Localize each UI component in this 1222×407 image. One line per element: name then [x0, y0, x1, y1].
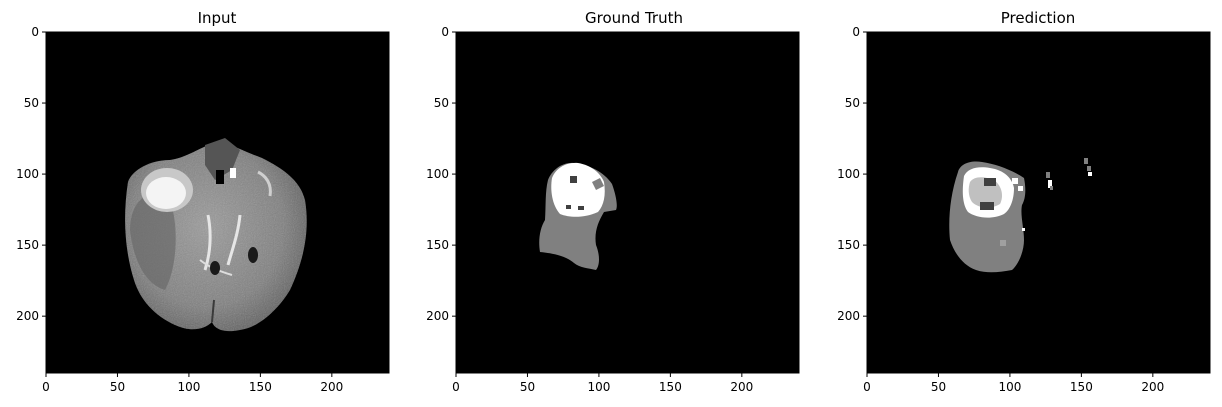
y-tick-label-prediction: 200	[837, 309, 860, 323]
x-tick-label-ground-truth: 150	[659, 380, 682, 394]
y-tick-label-ground-truth: 200	[426, 309, 449, 323]
x-tick-label-prediction: 200	[1141, 380, 1164, 394]
panel-title-ground-truth: Ground Truth	[585, 9, 683, 27]
y-tick-label-prediction: 50	[845, 96, 860, 110]
x-tick-label-ground-truth: 100	[587, 380, 610, 394]
x-tick-label-prediction: 50	[931, 380, 946, 394]
x-tick-label-input: 200	[320, 380, 343, 394]
x-tick-label-input: 50	[110, 380, 125, 394]
y-tick-label-ground-truth: 50	[434, 96, 449, 110]
x-tick-label-ground-truth: 200	[730, 380, 753, 394]
x-tick-label-ground-truth: 0	[452, 380, 460, 394]
y-tick-label-prediction: 150	[837, 238, 860, 252]
image-frame-prediction	[866, 31, 1211, 374]
y-tick-label-input: 200	[16, 309, 39, 323]
y-tick-label-input: 150	[16, 238, 39, 252]
panel-title-input: Input	[198, 9, 237, 27]
panel-title-prediction: Prediction	[1001, 9, 1076, 27]
panel-prediction: Prediction	[866, 9, 1211, 374]
axes-layer: 0 50 100 150 200 0 50 100 150 200 0 50 100 150 200 0 50 1…	[16, 25, 1164, 394]
y-tick-label-ground-truth: 150	[426, 238, 449, 252]
x-tick-label-ground-truth: 50	[520, 380, 535, 394]
y-tick-label-input: 50	[24, 96, 39, 110]
panel-ground-truth: Ground Truth	[455, 9, 800, 374]
x-tick-label-input: 0	[42, 380, 50, 394]
mri-image	[125, 138, 307, 332]
x-tick-label-prediction: 0	[863, 380, 871, 394]
x-tick-label-prediction: 100	[998, 380, 1021, 394]
y-tick-label-input: 100	[16, 167, 39, 181]
y-tick-label-ground-truth: 0	[441, 25, 449, 39]
y-tick-label-prediction: 100	[837, 167, 860, 181]
panel-input: Input	[45, 9, 390, 374]
ground-truth-mask	[539, 162, 617, 270]
image-frame-ground-truth	[455, 31, 800, 374]
prediction-mask	[949, 158, 1092, 273]
x-tick-label-input: 150	[249, 380, 272, 394]
x-tick-label-prediction: 150	[1070, 380, 1093, 394]
y-tick-label-prediction: 0	[852, 25, 860, 39]
y-tick-label-ground-truth: 100	[426, 167, 449, 181]
x-tick-label-input: 100	[177, 380, 200, 394]
y-tick-label-input: 0	[31, 25, 39, 39]
